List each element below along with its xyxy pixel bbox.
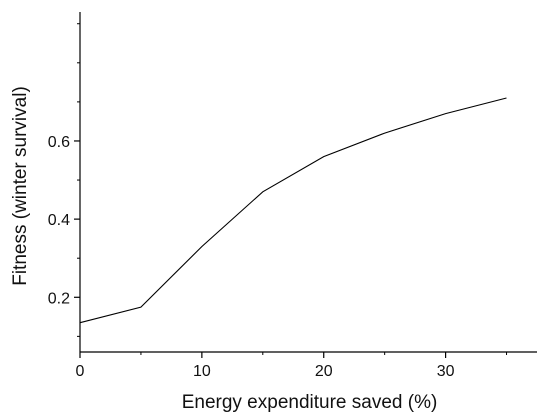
y-tick-label: 0.2 — [48, 290, 70, 307]
x-tick-label: 20 — [315, 363, 333, 380]
x-tick-label: 30 — [437, 363, 455, 380]
y-tick-label: 0.6 — [48, 134, 70, 151]
y-tick-label: 0.4 — [48, 212, 70, 229]
series-layer — [79, 97, 507, 324]
series-line — [79, 97, 507, 324]
x-tick-label: 10 — [193, 363, 211, 380]
ticks-layer: 0 10 20 30 0.2 0.4 0.6 — [48, 23, 508, 380]
y-axis-title: Fitness (winter survival) — [10, 86, 31, 286]
x-tick-label: 0 — [76, 363, 85, 380]
axes-layer — [79, 12, 537, 353]
x-axis-title: Energy expenditure saved (%) — [182, 392, 438, 413]
